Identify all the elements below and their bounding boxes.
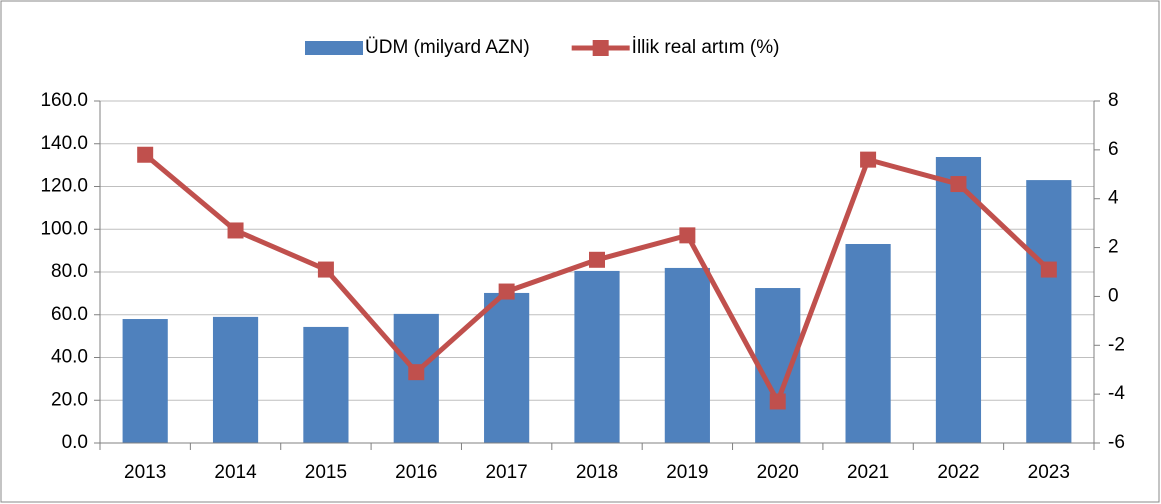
y-tick-label: 20.0 xyxy=(51,389,88,410)
bar xyxy=(935,157,982,443)
y-tick-label: 120.0 xyxy=(40,176,88,197)
x-tick-label: 2017 xyxy=(485,462,527,483)
bar xyxy=(212,316,259,443)
x-tick-label: 2013 xyxy=(124,462,166,483)
marker xyxy=(950,176,967,193)
y2-tick-label: 8 xyxy=(1108,90,1119,111)
legend-label: ÜDM (milyard AZN) xyxy=(365,37,530,58)
marker xyxy=(860,151,877,168)
bar xyxy=(122,319,168,443)
y2-tick-label: -6 xyxy=(1108,432,1125,453)
x-tick-label: 2019 xyxy=(666,462,708,483)
y2-tick-label: -4 xyxy=(1108,383,1125,404)
bar xyxy=(303,326,349,443)
bar xyxy=(484,292,530,443)
legend-label: İllik real artım (%) xyxy=(632,37,780,58)
y-tick-label: 0.0 xyxy=(62,432,88,453)
y2-tick-label: 2 xyxy=(1108,237,1119,258)
y-tick-label: 60.0 xyxy=(51,304,88,325)
x-tick-label: 2022 xyxy=(937,462,979,483)
y2-tick-label: 0 xyxy=(1108,285,1119,306)
x-tick-label: 2015 xyxy=(305,462,347,483)
x-tick-label: 2018 xyxy=(576,462,618,483)
x-tick-label: 2014 xyxy=(214,462,257,483)
y-tick-label: 100.0 xyxy=(40,218,88,239)
legend-swatch xyxy=(592,40,609,56)
y-tick-label: 40.0 xyxy=(51,347,88,368)
marker xyxy=(679,227,696,244)
y2-tick-label: -2 xyxy=(1108,334,1125,355)
marker xyxy=(589,251,605,268)
y-tick-label: 160.0 xyxy=(40,90,88,111)
y2-tick-label: 6 xyxy=(1108,139,1119,160)
bar xyxy=(664,267,710,443)
bar xyxy=(1026,180,1072,443)
marker xyxy=(227,222,244,239)
marker xyxy=(408,364,425,381)
bar xyxy=(845,243,891,443)
x-tick-label: 2021 xyxy=(847,462,889,483)
legend-swatch xyxy=(305,41,363,55)
marker xyxy=(1040,261,1057,278)
marker xyxy=(317,261,334,278)
y-tick-label: 80.0 xyxy=(51,261,88,282)
marker xyxy=(498,283,515,300)
x-tick-label: 2023 xyxy=(1028,462,1070,483)
y-tick-label: 140.0 xyxy=(40,133,88,154)
x-tick-label: 2020 xyxy=(757,462,799,483)
x-tick-label: 2016 xyxy=(395,462,437,483)
marker xyxy=(769,393,786,410)
marker xyxy=(137,146,154,163)
bar xyxy=(574,270,620,443)
y2-tick-label: 4 xyxy=(1108,188,1119,209)
